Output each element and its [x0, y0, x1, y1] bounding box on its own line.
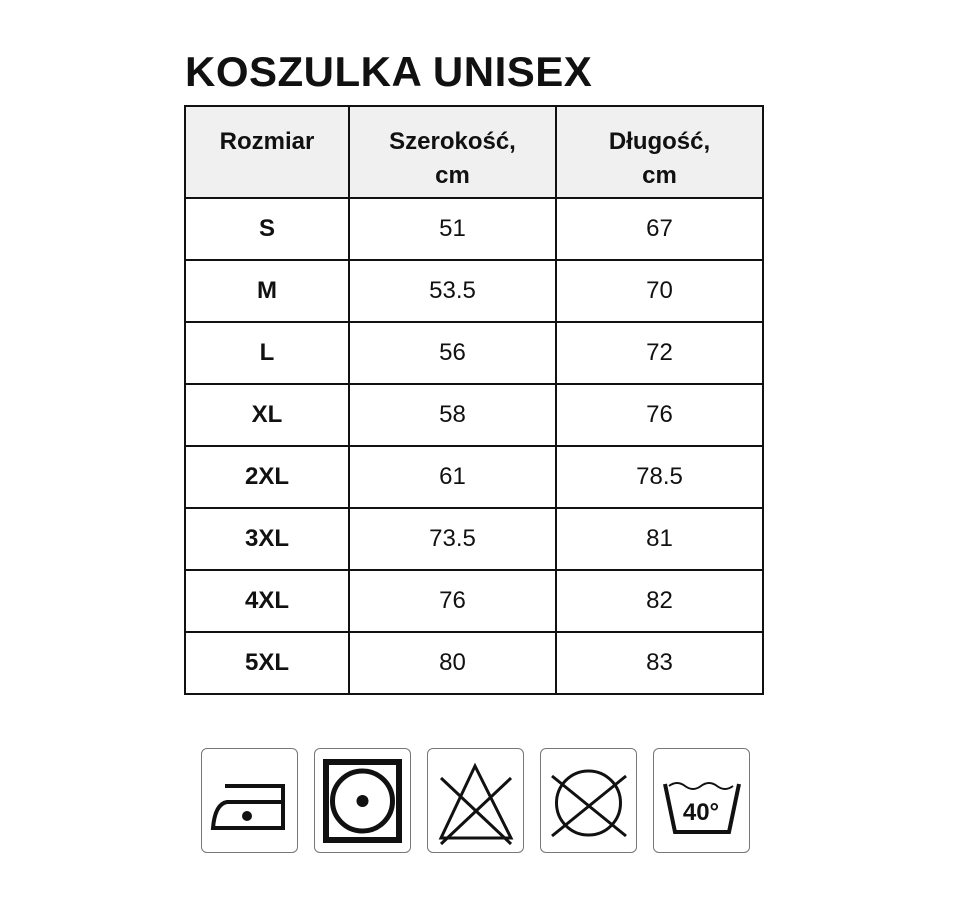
cell-width: 51	[348, 197, 557, 261]
cell-width: 76	[348, 569, 557, 633]
cell-size: 5XL	[184, 631, 350, 695]
header-width-unit: cm	[435, 162, 470, 189]
cell-size: 2XL	[184, 445, 350, 509]
cell-size: M	[184, 259, 350, 323]
header-length-unit: cm	[642, 162, 677, 189]
size-table: Rozmiar Szerokość, cm Długość, cm S 51 67 M 53…	[184, 105, 764, 695]
table-row: S 51 67	[184, 197, 764, 261]
cell-width: 53.5	[348, 259, 557, 323]
cell-size: 4XL	[184, 569, 350, 633]
cell-length: 81	[555, 507, 764, 571]
table-row: 3XL 73.5 81	[184, 507, 764, 571]
wash-40-icon: 40°	[653, 748, 750, 853]
cell-width: 73.5	[348, 507, 557, 571]
cell-length: 78.5	[555, 445, 764, 509]
cell-length: 72	[555, 321, 764, 385]
cell-length: 76	[555, 383, 764, 447]
header-size: Rozmiar	[184, 105, 350, 199]
header-length: Długość, cm	[555, 105, 764, 199]
table-header-row: Rozmiar Szerokość, cm Długość, cm	[184, 105, 764, 199]
cell-size: XL	[184, 383, 350, 447]
header-width-label: Szerokość,	[389, 128, 516, 155]
header-length-label: Długość,	[608, 128, 711, 155]
cell-size: S	[184, 197, 350, 261]
header-size-label: Rozmiar	[219, 128, 315, 155]
table-row: 2XL 61 78.5	[184, 445, 764, 509]
cell-length: 83	[555, 631, 764, 695]
cell-size: 3XL	[184, 507, 350, 571]
cell-width: 58	[348, 383, 557, 447]
table-row: 4XL 76 82	[184, 569, 764, 633]
cell-width: 56	[348, 321, 557, 385]
wash-temperature-label: 40°	[683, 799, 719, 826]
cell-size: L	[184, 321, 350, 385]
cell-width: 61	[348, 445, 557, 509]
cell-length: 70	[555, 259, 764, 323]
cell-length: 82	[555, 569, 764, 633]
cell-width: 80	[348, 631, 557, 695]
cell-length: 67	[555, 197, 764, 261]
iron-low-temperature-icon	[201, 748, 298, 853]
do-not-dry-clean-icon	[540, 748, 637, 853]
header-width: Szerokość, cm	[348, 105, 557, 199]
table-row: XL 58 76	[184, 383, 764, 447]
table-row: L 56 72	[184, 321, 764, 385]
tumble-dry-icon	[314, 748, 411, 853]
table-row: 5XL 80 83	[184, 631, 764, 695]
table-row: M 53.5 70	[184, 259, 764, 323]
care-icons: 40°	[201, 748, 750, 853]
page-title: KOSZULKA UNISEX	[185, 48, 593, 95]
do-not-bleach-icon	[427, 748, 524, 853]
